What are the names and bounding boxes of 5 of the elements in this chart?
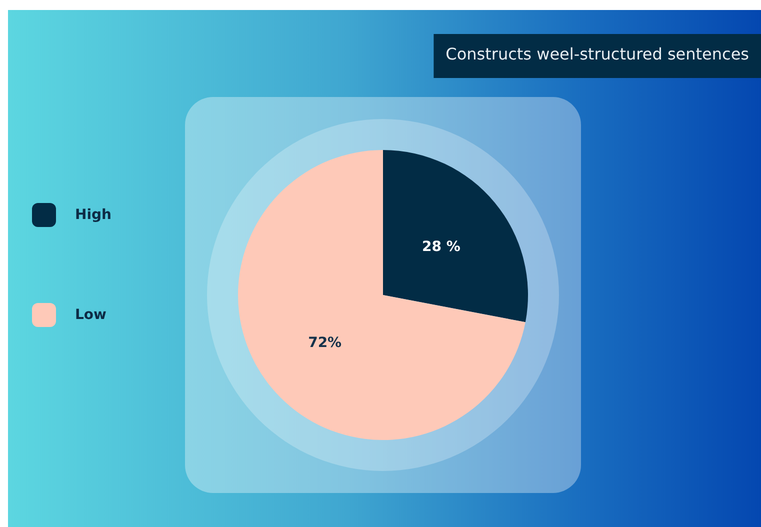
text: Constructs weel-structured sentences <box>446 44 750 64</box>
legend-label: High <box>75 207 112 223</box>
legend-label: Low <box>75 307 107 323</box>
data-label: 28 % <box>422 238 460 255</box>
data-label: 72% <box>308 335 342 352</box>
